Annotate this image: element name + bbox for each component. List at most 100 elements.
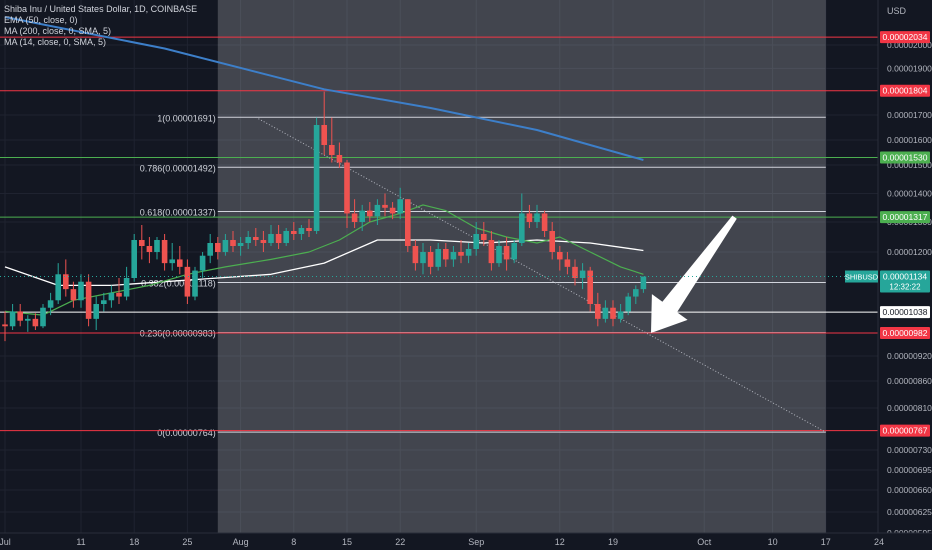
time-axis-tick-label: 8 <box>291 537 296 547</box>
time-axis-tick-label: 12 <box>555 537 565 547</box>
candle-body <box>101 300 107 304</box>
candle-body <box>351 213 358 222</box>
price-axis-tick-label: 0.00001900 <box>887 63 932 73</box>
price-axis-tick-label: 0.00000625 <box>887 507 932 517</box>
fib-level-label: 1(0.00001691) <box>157 113 216 123</box>
price-axis-tick-label: 0.00000660 <box>887 485 932 495</box>
candle-body <box>260 240 267 243</box>
candle-body <box>503 246 510 260</box>
price-level-label-box <box>880 211 930 224</box>
candle-body <box>549 231 555 252</box>
candle-body <box>199 255 206 271</box>
time-axis-background <box>0 533 932 550</box>
price-level-label: 0.00001038 <box>883 307 928 317</box>
price-level-label-box <box>880 31 930 44</box>
current-price-box <box>880 270 930 293</box>
candle-body <box>253 237 259 240</box>
fib-level-label: 0.382(0.00001118) <box>141 278 216 288</box>
time-axis-tick-label: Sep <box>468 537 484 547</box>
candle-body <box>389 207 396 214</box>
time-axis-tick-label: Jul <box>0 537 11 547</box>
candle-body <box>564 259 571 267</box>
candle-body <box>123 278 130 297</box>
candle-body <box>541 213 548 231</box>
candle-body <box>215 243 221 252</box>
candle-body <box>70 289 77 301</box>
candle-body <box>268 234 274 243</box>
candle-body <box>367 210 373 217</box>
price-axis-tick-label: 0.00001500 <box>887 160 932 170</box>
price-level-label-box <box>880 151 930 164</box>
candle-body <box>572 266 578 278</box>
price-level-label: 0.00001530 <box>883 153 928 163</box>
candle-body <box>192 270 198 297</box>
price-axis-tick-label: 0.00001700 <box>887 110 932 120</box>
candle-body <box>146 246 153 252</box>
candle-body <box>275 234 282 243</box>
time-axis-tick-label: 24 <box>874 537 884 547</box>
candle-body <box>9 311 16 327</box>
price-axis-tick-label: 0.00000860 <box>887 376 932 386</box>
candle-body <box>412 246 419 264</box>
candle-body <box>359 210 365 222</box>
candle-body <box>230 240 236 246</box>
price-level-label-box <box>880 306 930 319</box>
candle-body <box>313 125 320 231</box>
candle-body <box>519 213 525 243</box>
candle-body <box>207 243 213 256</box>
candle-body <box>40 307 46 327</box>
candle-body <box>526 213 533 222</box>
fib-level-label: 0.618(0.00001337) <box>140 207 216 217</box>
candle-body <box>473 234 479 249</box>
ma200-line <box>4 16 644 161</box>
price-level-label-box <box>880 424 930 437</box>
candle-body <box>93 304 99 319</box>
candle-body <box>488 240 495 264</box>
price-axis-tick-label: 0.00000730 <box>887 445 932 455</box>
candle-body <box>344 162 350 214</box>
candle-body <box>321 125 327 145</box>
price-level-label: 0.00000767 <box>883 426 928 436</box>
candle-body <box>534 213 540 222</box>
candle-body <box>465 249 472 256</box>
price-level-label-box <box>880 84 930 97</box>
fib-level-label: 0.236(0.00000983) <box>140 329 216 339</box>
candle-body <box>511 243 517 260</box>
candle-body <box>443 249 449 260</box>
candle-body <box>496 246 502 264</box>
price-axis-tick-label: 0.00001200 <box>887 247 932 257</box>
candle-body <box>63 274 69 290</box>
price-axis-currency: USD <box>887 6 907 16</box>
candle-body <box>617 311 624 319</box>
time-axis-tick-label: 18 <box>129 537 139 547</box>
trendline-dotted <box>255 116 827 433</box>
candle-body <box>329 145 335 155</box>
candle-body <box>579 270 586 278</box>
symbol-tag-box <box>845 270 878 283</box>
candle-body <box>283 231 289 243</box>
price-level-label-box <box>880 326 930 339</box>
price-axis-tick-label: 0.00001600 <box>887 135 932 145</box>
candle-body <box>47 300 54 308</box>
candle-body <box>32 318 39 327</box>
price-axis-tick-label: 0.00000920 <box>887 351 932 361</box>
candle-body <box>245 237 251 243</box>
ema50-line <box>4 239 644 287</box>
legend-symbol: Shiba Inu / United States Dollar, 1D, CO… <box>4 4 198 14</box>
time-axis-tick-label: Oct <box>697 537 712 547</box>
candle-body <box>595 304 601 319</box>
time-axis-tick-label: 22 <box>395 537 405 547</box>
candle-body <box>184 266 191 297</box>
candle-body <box>25 318 31 321</box>
current-price-label: 0.00001134 <box>883 272 928 282</box>
candle-body <box>154 240 160 252</box>
candle-body <box>427 252 434 267</box>
candle-body <box>633 289 639 297</box>
price-level-label: 0.00001804 <box>883 86 928 96</box>
candle-body <box>382 204 388 208</box>
legend-ma14: MA (14, close, 0, SMA, 5) <box>4 37 107 47</box>
time-axis-tick-label: 15 <box>342 537 352 547</box>
candle-body <box>291 231 297 234</box>
